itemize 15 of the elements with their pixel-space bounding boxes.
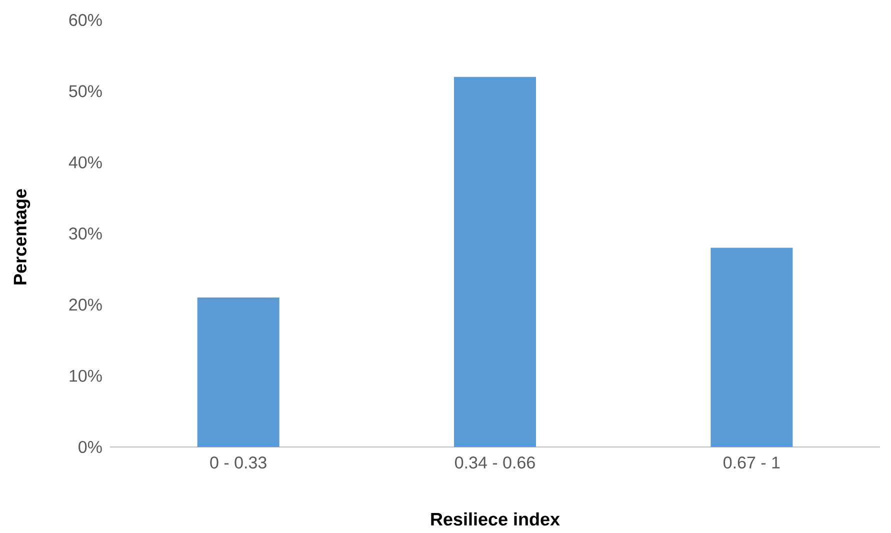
x-tick-label: 0 - 0.33 — [210, 456, 266, 469]
y-tick-label: 0% — [78, 440, 102, 454]
y-axis-title: Percentage — [14, 189, 30, 284]
y-tick-label: 10% — [70, 370, 102, 382]
y-tick-label: 60% — [69, 14, 102, 26]
y-tick-label: 40% — [68, 156, 102, 168]
x-tick-label: 0.34 - 0.66 — [455, 456, 535, 469]
y-tick-label: 30% — [69, 227, 102, 240]
bar — [197, 298, 280, 447]
x-tick-label: 0.67 - 1 — [724, 456, 780, 469]
bar — [710, 248, 793, 447]
y-tick-label: 50% — [69, 85, 102, 98]
bar — [454, 76, 536, 447]
y-tick-label: 20% — [69, 298, 102, 311]
x-axis-title: Resiliece index — [431, 512, 560, 526]
